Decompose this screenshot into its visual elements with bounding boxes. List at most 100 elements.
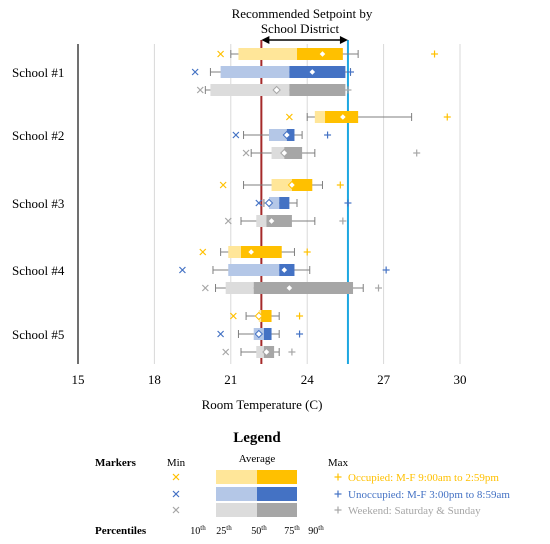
legend-entry-label: Occupied: M-F 9:00am to 2:59pm — [348, 472, 499, 484]
arrow-head-right — [339, 36, 348, 44]
legend-markers-label: Markers — [95, 457, 137, 469]
average-marker — [338, 112, 348, 122]
box-unoccupied — [232, 129, 332, 141]
percentile-label: 10th — [190, 524, 206, 537]
max-marker — [344, 86, 352, 94]
max-marker — [336, 181, 344, 189]
box-lower-quartile — [269, 129, 287, 141]
box-lower-quartile — [228, 264, 280, 276]
box-upper-quartile — [253, 282, 354, 294]
box-unoccupied — [191, 66, 354, 78]
percentile-number: 90 — [308, 526, 318, 537]
annotation-line1: Recommended Setpoint by — [232, 6, 373, 21]
legend-entry-label: Weekend: Saturday & Sunday — [348, 505, 481, 517]
legend-swatch-dark — [257, 470, 297, 484]
min-marker — [217, 330, 225, 338]
box-upper-quartile — [289, 84, 346, 96]
min-marker-stroke — [285, 113, 293, 121]
legend: Legend Markers Min Average Max Percentil… — [95, 430, 510, 537]
min-marker-stroke — [178, 266, 186, 274]
box-upper-quartile — [263, 328, 272, 340]
box-weekend — [196, 84, 352, 96]
percentile-number: 25 — [216, 526, 226, 537]
average-marker — [262, 347, 271, 357]
school-label: School #3 — [12, 196, 64, 211]
school-label: School #4 — [12, 263, 65, 278]
legend-swatch-light — [216, 503, 257, 517]
percentile-suffix: th — [318, 524, 324, 532]
min-marker — [255, 199, 263, 207]
legend-average-label: Average — [239, 453, 276, 465]
min-marker — [201, 284, 209, 292]
x-axis-label: Room Temperature (C) — [202, 397, 323, 412]
max-marker — [288, 348, 296, 356]
box-lower-quartile — [225, 282, 254, 294]
box-upper-quartile — [261, 310, 272, 322]
percentile-label: 50th — [251, 524, 267, 537]
box-occupied — [217, 48, 439, 60]
school-label: School #5 — [12, 327, 64, 342]
max-marker — [431, 50, 439, 58]
min-marker — [217, 50, 225, 58]
arrow-head-left — [261, 36, 270, 44]
min-marker — [191, 68, 199, 76]
box-lower-quartile — [271, 147, 285, 159]
box-upper-quartile — [291, 179, 313, 191]
box-unoccupied — [178, 264, 390, 276]
legend-min-label: Min — [167, 457, 186, 469]
box-upper-quartile — [279, 197, 290, 209]
box-occupied — [229, 310, 304, 322]
legend-max-label: Max — [328, 457, 349, 469]
annotation-line2: School District — [261, 21, 340, 36]
legend-title: Legend — [233, 430, 281, 446]
grid-lines — [153, 44, 461, 364]
legend-row: Unoccupied: M-F 3:00pm to 8:59am — [172, 487, 510, 501]
percentile-suffix: th — [261, 524, 267, 532]
min-marker — [222, 348, 230, 356]
max-marker — [296, 312, 304, 320]
average-marker — [282, 130, 292, 140]
max-marker — [296, 330, 304, 338]
percentile-suffix: th — [200, 524, 206, 532]
percentile-number: 75 — [284, 526, 294, 537]
min-marker-stroke — [191, 68, 199, 76]
box-weekend — [242, 147, 421, 159]
box-lower-quartile — [256, 346, 264, 358]
average-marker — [272, 85, 281, 95]
box-upper-quartile — [289, 66, 346, 78]
percentile-label: 75th — [284, 524, 300, 537]
max-marker — [303, 248, 311, 256]
box-weekend — [201, 282, 383, 294]
min-marker-stroke — [229, 312, 237, 320]
legend-max-marker — [334, 490, 342, 498]
percentile-label: 90th — [308, 524, 324, 537]
legend-min-marker — [172, 473, 180, 481]
min-marker-stroke — [219, 181, 227, 189]
average-marker — [254, 329, 264, 339]
average-marker — [280, 148, 289, 158]
box-lower-quartile — [269, 197, 280, 209]
max-marker — [339, 217, 347, 225]
min-marker-stroke — [242, 149, 250, 157]
box-occupied — [219, 179, 344, 191]
average-marker — [287, 180, 297, 190]
average-marker — [246, 247, 256, 257]
percentile-suffix: th — [226, 524, 232, 532]
min-marker-stroke — [222, 348, 230, 356]
x-tick-label: 24 — [301, 372, 315, 387]
box-occupied — [199, 246, 311, 258]
box-lower-quartile — [220, 66, 290, 78]
x-tick-labels: 15 18 21 24 27 30 — [72, 372, 467, 387]
average-marker — [280, 265, 289, 275]
legend-swatch-dark — [257, 487, 297, 501]
x-tick-label: 18 — [148, 372, 161, 387]
max-marker — [344, 199, 352, 207]
average-marker — [285, 283, 294, 293]
legend-min-marker-stroke — [172, 490, 180, 498]
box-weekend — [224, 215, 347, 227]
max-marker — [375, 284, 383, 292]
school-labels: School #1 School #2 School #3 School #4 Scho… — [12, 65, 65, 342]
percentile-label: 25th — [216, 524, 232, 537]
legend-row: Weekend: Saturday & Sunday — [172, 503, 481, 517]
